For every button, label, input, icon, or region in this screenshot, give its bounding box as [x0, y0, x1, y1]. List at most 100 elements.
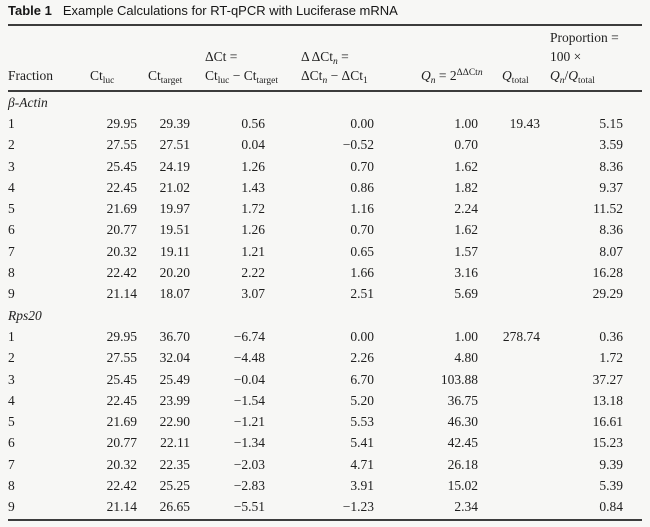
cell-fraction: 9 — [8, 286, 15, 302]
cell-delta-ct: 0.56 — [241, 115, 265, 131]
cell-ct-target: 25.49 — [159, 371, 190, 387]
cell-delta-delta-ct: 5.20 — [350, 392, 374, 408]
cell-delta-ct: −5.51 — [233, 499, 265, 515]
cell-q-total — [486, 390, 548, 411]
cell-q-total — [486, 135, 548, 156]
cell-proportion: 9.39 — [599, 456, 623, 472]
cell-qn: 1.00 — [454, 115, 478, 131]
cell-fraction: 6 — [8, 435, 15, 451]
cell-q-total — [486, 369, 548, 390]
cell-ct-luc: 20.77 — [106, 435, 137, 451]
cell-ct-target: 27.51 — [159, 137, 190, 153]
cell-delta-delta-ct: 4.71 — [350, 456, 374, 472]
table-caption-text: Example Calculations for RT-qPCR with Lu… — [62, 3, 398, 18]
table-header: Fraction Ctluc Cttarget ΔCt = Ctluc − Cttarg… — [8, 26, 642, 92]
cell-qn: 103.88 — [440, 371, 478, 387]
cell-qn: 2.24 — [454, 201, 478, 217]
cell-fraction: 7 — [8, 243, 15, 259]
cell-ct-luc: 22.45 — [106, 179, 137, 195]
cell-q-total — [486, 348, 548, 369]
column-header-q-total: Qtotal — [486, 26, 548, 92]
cell-q-total — [486, 454, 548, 475]
cell-proportion: 9.37 — [599, 179, 623, 195]
cell-ct-luc: 20.32 — [106, 456, 137, 472]
cell-proportion: 0.36 — [599, 328, 623, 344]
section-row: Rps20 — [8, 305, 642, 326]
cell-ct-target: 23.99 — [159, 392, 190, 408]
cell-delta-delta-ct: 5.53 — [350, 414, 374, 430]
cell-ct-target: 26.65 — [159, 499, 190, 515]
top-rule — [8, 24, 642, 26]
cell-delta-delta-ct: 1.16 — [350, 201, 374, 217]
column-header-delta-delta-ct: Δ ΔCtn = ΔCtn − ΔCt1 — [288, 26, 398, 92]
cell-delta-ct: −1.21 — [233, 414, 265, 430]
column-header-qn: Qn = 2ΔΔCtn — [398, 26, 486, 92]
cell-ct-target: 19.11 — [160, 243, 190, 259]
cell-fraction: 1 — [8, 328, 15, 344]
cell-ct-luc: 21.69 — [106, 414, 137, 430]
cell-delta-ct: −1.34 — [233, 435, 265, 451]
cell-qn: 1.82 — [454, 179, 478, 195]
cell-q-total — [486, 262, 548, 283]
cell-fraction: 3 — [8, 371, 15, 387]
column-header-proportion: Proportion = 100 × Qn/Qtotal — [548, 26, 642, 92]
cell-ct-target: 22.90 — [159, 414, 190, 430]
table-body: β-Actin 1 29.95 29.39 0.56 0.00 1.00 19.43 5.15 2… — [8, 91, 642, 518]
column-header-ct-target: Cttarget — [142, 26, 200, 92]
cell-ct-target: 21.02 — [159, 179, 190, 195]
cell-q-total — [486, 433, 548, 454]
cell-fraction: 5 — [8, 414, 15, 430]
cell-fraction: 1 — [8, 115, 15, 131]
cell-delta-delta-ct: 0.70 — [350, 222, 374, 238]
column-header-fraction: Fraction — [8, 26, 90, 92]
cell-qn: 5.69 — [454, 286, 478, 302]
table-row: 6 20.77 22.11 −1.34 5.41 42.45 15.23 — [8, 433, 642, 454]
cell-fraction: 9 — [8, 499, 15, 515]
table-row: 7 20.32 19.11 1.21 0.65 1.57 8.07 — [8, 241, 642, 262]
cell-q-total — [486, 284, 548, 305]
cell-proportion: 1.72 — [599, 350, 623, 366]
cell-qn: 36.75 — [447, 392, 478, 408]
cell-delta-delta-ct: 1.66 — [350, 265, 374, 281]
cell-q-total — [486, 220, 548, 241]
cell-delta-ct: 1.72 — [241, 201, 265, 217]
column-header-ct-luc: Ctluc — [90, 26, 142, 92]
cell-qn: 3.16 — [454, 265, 478, 281]
table-row: 2 27.55 27.51 0.04 −0.52 0.70 3.59 — [8, 135, 642, 156]
table-caption: Table 1 Example Calculations for RT-qPCR … — [8, 3, 642, 24]
section-row: β-Actin — [8, 91, 642, 113]
cell-ct-luc: 27.55 — [106, 137, 137, 153]
cell-fraction: 8 — [8, 477, 15, 493]
cell-proportion: 37.27 — [592, 371, 623, 387]
cell-delta-delta-ct: −1.23 — [342, 499, 374, 515]
cell-qn: 0.70 — [454, 137, 478, 153]
cell-delta-ct: −4.48 — [233, 350, 265, 366]
cell-proportion: 11.52 — [593, 201, 623, 217]
cell-ct-luc: 29.95 — [106, 328, 137, 344]
cell-fraction: 2 — [8, 350, 15, 366]
table-row: 8 22.42 25.25 −2.83 3.91 15.02 5.39 — [8, 475, 642, 496]
header-row: Fraction Ctluc Cttarget ΔCt = Ctluc − Cttarg… — [8, 26, 642, 92]
cell-proportion: 8.36 — [599, 158, 623, 174]
cell-ct-luc: 22.42 — [106, 477, 137, 493]
cell-proportion: 13.18 — [592, 392, 623, 408]
column-header-delta-ct: ΔCt = Ctluc − Cttarget — [200, 26, 288, 92]
table-row: 2 27.55 32.04 −4.48 2.26 4.80 1.72 — [8, 348, 642, 369]
cell-fraction: 4 — [8, 392, 15, 408]
cell-delta-ct: 3.07 — [241, 286, 265, 302]
table-row: 8 22.42 20.20 2.22 1.66 3.16 16.28 — [8, 262, 642, 283]
cell-ct-target: 29.39 — [159, 115, 190, 131]
cell-qn: 26.18 — [447, 456, 478, 472]
cell-fraction: 3 — [8, 158, 15, 174]
cell-qn: 2.34 — [454, 499, 478, 515]
cell-ct-luc: 25.45 — [106, 371, 137, 387]
cell-delta-delta-ct: 0.70 — [350, 158, 374, 174]
cell-qn: 1.62 — [454, 158, 478, 174]
cell-delta-delta-ct: 6.70 — [350, 371, 374, 387]
cell-proportion: 5.15 — [599, 115, 623, 131]
table-row: 4 22.45 23.99 −1.54 5.20 36.75 13.18 — [8, 390, 642, 411]
cell-proportion: 16.61 — [592, 414, 623, 430]
cell-q-total: 278.74 — [502, 328, 540, 344]
table-row: 1 29.95 36.70 −6.74 0.00 1.00 278.74 0.36 — [8, 326, 642, 347]
table-row: 6 20.77 19.51 1.26 0.70 1.62 8.36 — [8, 220, 642, 241]
